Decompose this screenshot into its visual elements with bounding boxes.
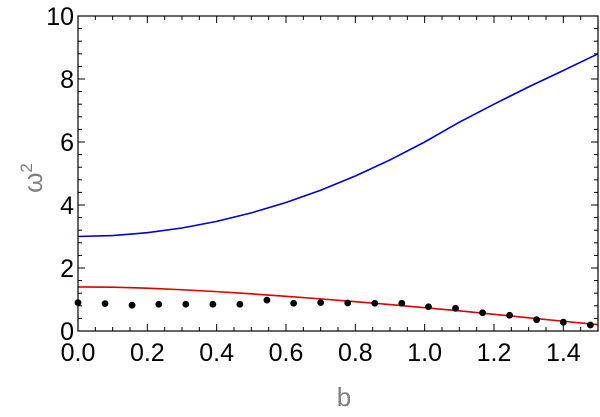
y-tick-label: 8 bbox=[60, 66, 74, 94]
x-tick-label: 1.2 bbox=[477, 339, 512, 367]
x-tick-label: 0.6 bbox=[269, 339, 304, 367]
data-point bbox=[344, 299, 352, 307]
plot-border bbox=[77, 15, 599, 332]
y-tick-label: 4 bbox=[60, 192, 74, 220]
data-point bbox=[479, 309, 486, 317]
data-point bbox=[506, 311, 513, 319]
data-point bbox=[317, 299, 325, 307]
x-tick-label: 0.2 bbox=[130, 339, 165, 367]
data-point bbox=[425, 303, 432, 311]
tick-labels: 0.0 0.2 0.4 0.6 0.8 1.0 1.2 1.4 0 2 4 6 8 10 bbox=[46, 3, 581, 367]
x-tick-label: 1.4 bbox=[546, 339, 581, 367]
data-point bbox=[586, 321, 594, 329]
x-tick-label: 1.0 bbox=[407, 339, 442, 367]
data-point bbox=[559, 318, 567, 326]
data-point bbox=[398, 299, 406, 307]
x-axis-title: b bbox=[337, 382, 351, 412]
data-point bbox=[263, 296, 271, 304]
data-point bbox=[101, 300, 109, 307]
y-tick-label: 2 bbox=[60, 255, 74, 283]
data-point bbox=[209, 300, 217, 308]
x-tick-label: 0.4 bbox=[199, 339, 234, 367]
y-tick-label: 10 bbox=[46, 3, 74, 31]
y-axis-title: ω2 bbox=[17, 163, 48, 193]
data-point bbox=[533, 316, 541, 324]
data-point bbox=[371, 299, 379, 307]
data-point bbox=[182, 300, 190, 308]
x-tick-label: 0.0 bbox=[61, 339, 96, 367]
data-point bbox=[236, 300, 244, 308]
y-axis-title-exponent: 2 bbox=[17, 163, 36, 172]
x-tick-label: 0.8 bbox=[338, 339, 373, 367]
data-point bbox=[128, 301, 136, 309]
y-tick-label: 0 bbox=[60, 318, 74, 346]
y-tick-label: 6 bbox=[60, 129, 74, 157]
plot-frame bbox=[77, 15, 599, 332]
data-point bbox=[155, 300, 163, 308]
y-axis-title-symbol: ω bbox=[18, 173, 48, 193]
series-line-1 bbox=[77, 53, 599, 238]
data-point bbox=[452, 304, 459, 312]
data-point bbox=[290, 299, 298, 307]
ticks-layer bbox=[77, 15, 599, 332]
